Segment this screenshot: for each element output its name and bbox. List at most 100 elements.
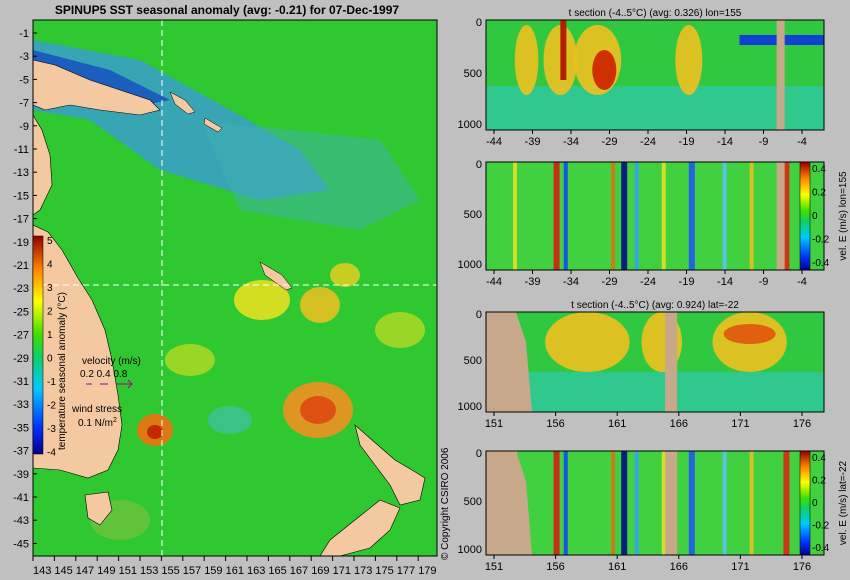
section-panel-1: t section (-4..5°C) (avg: 0.326) lon=155… [458,8,825,148]
map-warm-eddy [375,312,425,348]
velocity-stripe [749,162,754,270]
section-x-tick-label: -19 [679,276,695,288]
section-x-tick-label: 151 [485,561,503,573]
section-x-tick-label: 176 [793,418,811,430]
map-y-tick-label: -5 [19,74,29,86]
map-x-tick-label: 159 [204,565,222,577]
section-x-tick-label: -14 [717,276,733,288]
section-panel-title: t section (-4..5°C) (avg: 0.924) lat=-22 [571,300,739,311]
map-x-tick-label: 157 [183,565,201,577]
map-title: SPINUP5 SST seasonal anomaly (avg: -0.21… [55,3,399,17]
warm-anomaly-core [723,324,776,344]
section-x-tick-label: -34 [563,136,579,148]
map-y-tick-label: -45 [13,538,29,550]
section-frame [485,450,825,556]
section-x-tick-label: -39 [525,276,541,288]
map-y-tick-label: -21 [13,260,29,272]
map-y-tick-label: -17 [13,214,29,226]
map-colorbar-label: temperature seasonal anomaly (°C) [57,292,68,450]
section-x-tick-label: -24 [640,276,656,288]
map-y-tick-label: -35 [13,422,29,434]
velocity-stripe [634,451,639,555]
australia-shelf-mask [486,451,532,555]
section-x-tick-label: 171 [731,561,749,573]
section-y-tick-label: 500 [464,209,482,221]
section-background [486,451,824,555]
map-colorbar-tick-label: -4 [47,448,56,459]
warm-anomaly-core [592,50,617,90]
section-x-tick-label: 161 [608,561,626,573]
map-y-tick-label: -3 [19,51,29,63]
section-y-tick-label: 1000 [458,544,482,556]
velocity-stripe [513,162,518,270]
map-x-tick-label: 145 [54,565,72,577]
new-zealand-south-island [319,499,401,556]
solomon-islands [169,91,223,133]
australia-shelf-mask [486,312,532,412]
warm-anomaly-core [560,20,567,80]
velocity-stripe [611,162,616,270]
velocity-stripe [783,162,790,270]
land-mask [776,162,785,270]
section-y-tick-label: 500 [464,355,482,367]
map-colorbar-tick-label: -1 [47,377,56,388]
map-cool-eddy [208,406,252,434]
map-y-tick-label: -29 [13,353,29,365]
land-mask [776,20,785,130]
section-x-tick-label: 176 [793,561,811,573]
warm-anomaly-patch [545,312,630,372]
map-cool-patch [200,120,420,230]
velocity-stripe [634,162,639,270]
velocity-stripe [661,162,666,270]
map-colorbar-tick-label: 5 [47,236,53,247]
map-x-tick-label: 171 [333,565,351,577]
new-guinea-landmass [33,59,161,116]
section-frame [485,311,825,413]
velocity-side-label: vel. E (m/s) lon=155 [838,171,849,261]
map-y-tick-label: -11 [14,144,29,156]
section-y-tick-label: 1000 [458,259,482,271]
section-x-tick-label: -4 [797,136,807,148]
velocity-stripe [688,451,695,555]
land-mask [665,451,678,555]
map-x-tick-label: 153 [140,565,158,577]
map-colorbar-tick-label: 1 [47,330,53,341]
map-x-tick-label: 167 [290,565,308,577]
velocity-stripe [621,162,628,270]
velocity-legend-arrows [86,379,133,389]
velocity-stripe [661,451,666,555]
section-x-tick-label: -19 [679,136,695,148]
map-x-tick-label: 161 [226,565,244,577]
wind-legend-title: wind stress [71,404,122,415]
section-x-tick-label: -14 [717,136,733,148]
section-y-tick-label: 0 [476,309,482,321]
warm-anomaly-patch [514,25,539,95]
section-frame [485,161,825,271]
map-colorbar-tick-label: 0 [47,354,53,365]
velocity-stripe [783,451,790,555]
map-y-tick-label: -15 [13,190,29,202]
velocity-colorbar-tick-label: -0.4 [812,543,830,554]
velocity-legend-values: 0.2 0.4 0.8 [80,369,128,380]
tasmania-landmass [84,491,113,526]
map-y-tick-label: -7 [19,98,29,110]
section-x-tick-label: -44 [486,136,502,148]
section-deep-layer [486,372,824,412]
section-x-tick-label: -39 [525,136,541,148]
velocity-colorbar-tick-label: 0 [812,211,818,222]
section-y-tick-label: 500 [464,496,482,508]
section-y-tick-label: 500 [464,68,482,80]
map-y-axis: -1 -3 -5 -7 -9 -11 -13 -15 -17 -19 -21 -23 -25 -27 -29… [13,28,37,550]
section-x-tick-label: 166 [670,418,688,430]
section-y-tick-label: 0 [476,17,482,29]
warm-anomaly-patch [675,25,703,95]
section-x-tick-label: 156 [546,561,564,573]
section-background [486,162,824,270]
map-x-tick-label: 143 [33,565,51,577]
map-colorbar-tick-label: 2 [47,307,53,318]
map-x-tick-label: 169 [311,565,329,577]
map-colorbar-tick-label: 3 [47,283,53,294]
map-y-tick-label: -9 [19,121,29,133]
section-panel-2: 0 500 1000 -44 -39 -34 -29 -24 -19 -14 -9 -4 0.4 0.2 0… [458,159,849,288]
map-warm-eddy [300,396,336,424]
